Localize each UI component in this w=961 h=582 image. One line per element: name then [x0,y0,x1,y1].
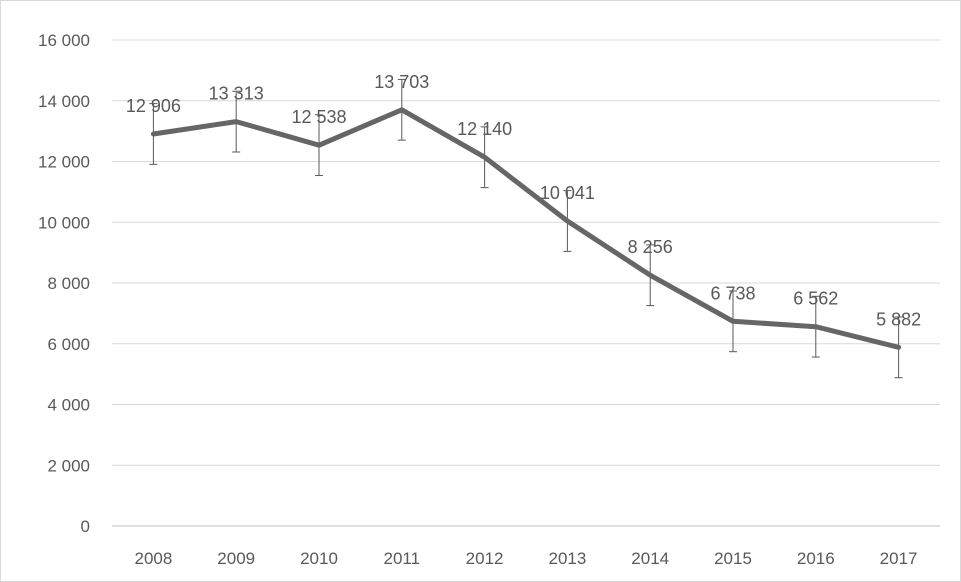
data-label: 12 538 [291,107,346,127]
series-lines [150,107,902,350]
x-axis-ticks: 2008 2009 2010 2011 2012 2013 2014 2015 2016 2017 [134,549,917,568]
gridlines [112,39,940,466]
series-line [150,107,902,350]
y-tick-label: 16 000 [38,31,90,50]
y-tick-label: 6 000 [47,335,90,354]
data-label: 5 882 [876,309,921,329]
x-tick-label: 2014 [631,549,669,568]
x-tick-label: 2017 [880,549,918,568]
y-tick-label: 2 000 [47,456,90,475]
x-tick-label: 2012 [466,549,504,568]
y-tick-label: 0 [81,517,90,536]
y-tick-label: 10 000 [38,213,90,232]
y-tick-label: 14 000 [38,92,90,111]
data-label: 12 140 [457,119,512,139]
x-tick-label: 2013 [548,549,586,568]
x-tick-label: 2011 [384,549,421,568]
data-label: 6 738 [710,283,755,303]
data-labels: 12 906 13 313 12 538 13 703 12 140 10 041 8 25… [126,72,921,330]
data-label: 10 041 [540,183,595,203]
data-label: 8 256 [628,237,673,257]
x-tick-label: 2016 [797,549,835,568]
data-label: 12 906 [126,96,181,116]
y-tick-label: 12 000 [38,153,90,172]
error-bars [149,78,903,379]
data-label: 6 562 [793,289,838,309]
y-tick-label: 8 000 [47,274,90,293]
x-tick-label: 2010 [300,549,338,568]
y-axis-ticks: 0 2 000 4 000 6 000 8 000 10 000 12 000 14 000 1… [38,31,90,536]
y-tick-label: 4 000 [47,396,90,415]
x-tick-label: 2015 [714,549,752,568]
x-tick-label: 2009 [217,549,255,568]
data-label: 13 313 [209,84,264,104]
x-tick-label: 2008 [134,549,172,568]
data-label: 13 703 [374,72,429,92]
